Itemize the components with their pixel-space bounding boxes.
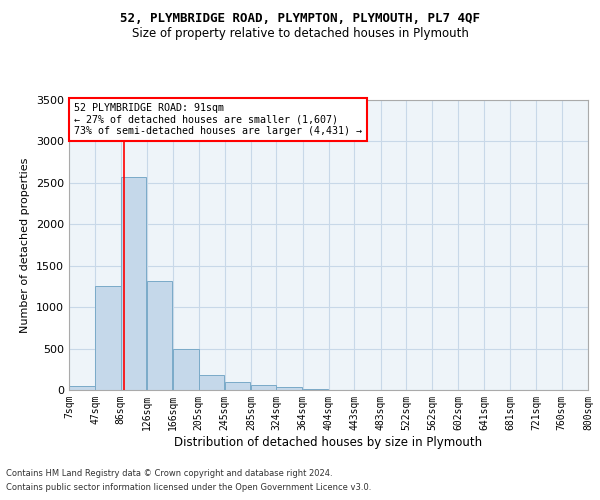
Bar — [302, 389, 328, 390]
Bar — [199, 374, 224, 390]
Text: Contains HM Land Registry data © Crown copyright and database right 2024.: Contains HM Land Registry data © Crown c… — [6, 468, 332, 477]
Text: Size of property relative to detached houses in Plymouth: Size of property relative to detached ho… — [131, 28, 469, 40]
Bar — [225, 382, 250, 390]
Bar — [173, 350, 199, 390]
Bar — [251, 386, 277, 390]
Text: Contains public sector information licensed under the Open Government Licence v3: Contains public sector information licen… — [6, 484, 371, 492]
X-axis label: Distribution of detached houses by size in Plymouth: Distribution of detached houses by size … — [175, 436, 482, 448]
Y-axis label: Number of detached properties: Number of detached properties — [20, 158, 31, 332]
Text: 52, PLYMBRIDGE ROAD, PLYMPTON, PLYMOUTH, PL7 4QF: 52, PLYMBRIDGE ROAD, PLYMPTON, PLYMOUTH,… — [120, 12, 480, 26]
Bar — [69, 386, 95, 390]
Bar — [277, 386, 302, 390]
Text: 52 PLYMBRIDGE ROAD: 91sqm
← 27% of detached houses are smaller (1,607)
73% of se: 52 PLYMBRIDGE ROAD: 91sqm ← 27% of detac… — [74, 103, 362, 136]
Bar — [121, 177, 146, 390]
Bar — [95, 286, 121, 390]
Bar — [147, 280, 172, 390]
